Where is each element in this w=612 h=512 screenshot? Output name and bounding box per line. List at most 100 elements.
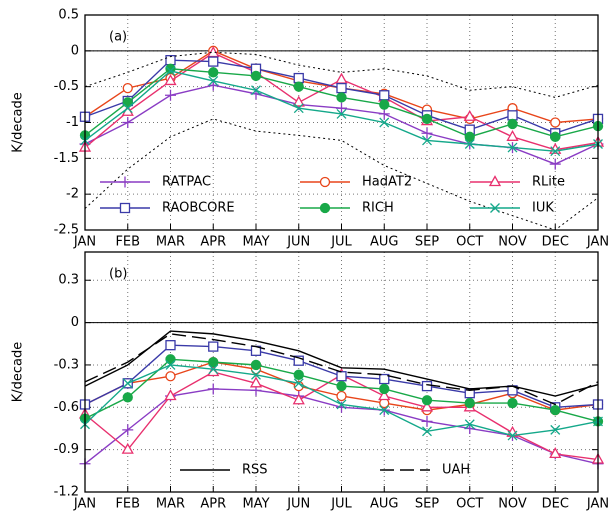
- marker: [251, 369, 261, 380]
- marker: [422, 426, 432, 437]
- marker: [207, 383, 219, 395]
- x-tick-label: APR: [200, 497, 226, 512]
- x-tick-label: JAN: [73, 497, 96, 512]
- marker: [421, 395, 433, 406]
- y-axis-label: K/decade: [11, 342, 26, 403]
- marker: [121, 442, 134, 454]
- marker: [379, 99, 390, 110]
- marker: [464, 131, 475, 142]
- y-tick-label: -2.5: [54, 223, 79, 238]
- marker: [293, 378, 304, 389]
- marker: [164, 74, 177, 86]
- marker: [293, 103, 304, 114]
- marker: [251, 85, 261, 96]
- legend-label: IUK: [532, 201, 554, 216]
- marker: [379, 383, 390, 395]
- marker: [208, 364, 219, 375]
- marker: [336, 380, 347, 392]
- marker: [122, 82, 133, 94]
- x-tick-label: JAN: [73, 235, 96, 250]
- marker: [421, 380, 433, 392]
- x-tick-label: AUG: [370, 497, 398, 512]
- legend-label: RLite: [532, 175, 565, 190]
- marker: [336, 371, 347, 382]
- x-tick-label: JUN: [286, 497, 310, 512]
- marker: [250, 359, 262, 371]
- marker: [250, 70, 262, 82]
- panel-label: (a): [109, 30, 127, 45]
- marker: [122, 97, 133, 108]
- plot-frame: [84, 14, 599, 231]
- y-tick-label: 0: [71, 43, 79, 58]
- y-tick-label: -1: [66, 115, 79, 130]
- y-tick-label: -1.2: [54, 485, 79, 500]
- marker: [165, 359, 176, 370]
- series-line: [84, 118, 599, 231]
- marker: [122, 392, 133, 403]
- marker: [506, 129, 519, 141]
- marker: [292, 393, 305, 405]
- x-tick-label: NOV: [498, 497, 527, 512]
- plot-frame: [84, 251, 599, 493]
- marker: [208, 341, 219, 352]
- x-tick-label: MAY: [242, 497, 269, 512]
- marker: [207, 365, 220, 377]
- x-tick-label: SEP: [415, 235, 439, 250]
- legend-label: HadAT2: [362, 175, 412, 190]
- marker: [119, 176, 131, 188]
- legend: RATPAC HadAT2 RLite RAOBCORE RICH IUK: [100, 175, 565, 216]
- marker: [422, 135, 432, 146]
- marker: [165, 340, 176, 351]
- marker: [549, 158, 561, 170]
- marker: [292, 95, 305, 107]
- marker: [421, 415, 433, 427]
- x-tick-label: JUL: [330, 235, 352, 250]
- marker: [550, 404, 561, 416]
- marker: [208, 56, 219, 67]
- marker: [463, 109, 476, 121]
- legend-label: RATPAC: [162, 175, 211, 190]
- marker: [336, 108, 347, 119]
- marker: [208, 356, 219, 368]
- marker: [464, 397, 475, 409]
- marker: [507, 118, 518, 130]
- marker: [550, 117, 561, 128]
- marker: [421, 127, 433, 139]
- y-tick-label: 0: [71, 315, 79, 330]
- x-tick-label: OCT: [456, 235, 483, 250]
- marker: [208, 75, 219, 86]
- marker: [336, 390, 347, 402]
- marker: [122, 378, 133, 389]
- x-tick-label: JAN: [586, 497, 609, 512]
- x-tick-label: JUN: [286, 235, 310, 250]
- marker: [550, 424, 561, 435]
- y-tick-label: -1.5: [54, 151, 79, 166]
- legend-label: RSS: [242, 463, 268, 478]
- marker: [488, 175, 502, 187]
- marker: [122, 103, 133, 114]
- marker: [165, 89, 176, 101]
- panel: -1.2 -0.9 -0.6 -0.3 0 0.3 JAN FEB MAR APR MAY JUN JU…: [11, 251, 609, 512]
- y-tick-label: -2: [66, 187, 79, 202]
- legend: RSS UAH: [180, 463, 470, 478]
- marker: [490, 203, 500, 213]
- x-tick-label: JAN: [586, 235, 609, 250]
- marker: [165, 65, 176, 76]
- legend-label: UAH: [442, 463, 470, 478]
- marker: [336, 401, 347, 413]
- x-tick-label: FEB: [115, 497, 140, 512]
- x-tick-label: DEC: [542, 497, 569, 512]
- legend-label: RAOBCORE: [162, 201, 235, 216]
- marker: [336, 399, 347, 410]
- marker: [164, 389, 177, 401]
- marker: [378, 108, 390, 120]
- marker: [293, 72, 304, 84]
- marker: [420, 400, 434, 412]
- marker: [208, 67, 219, 78]
- series-line: [84, 333, 599, 406]
- marker: [293, 81, 304, 92]
- series-line: [84, 51, 599, 98]
- y-axis-label: K/decade: [11, 92, 26, 153]
- marker: [319, 202, 331, 214]
